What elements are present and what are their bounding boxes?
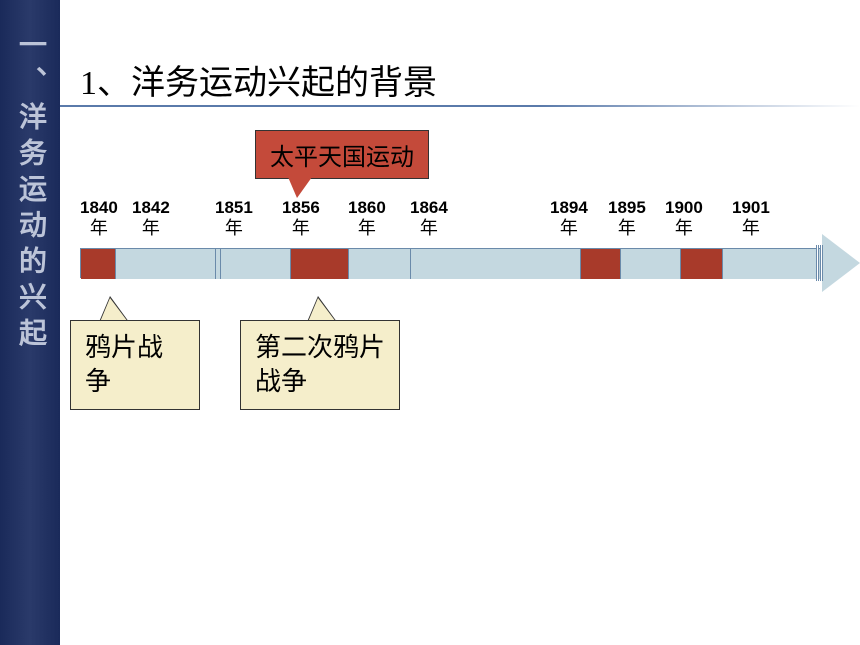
- sidebar-title: 一、洋务运动的兴起: [10, 30, 50, 354]
- timeline-segment: [291, 249, 349, 279]
- timeline-arrow: [822, 234, 860, 292]
- timeline-segment: [349, 249, 411, 279]
- year-1842: 1842年: [132, 198, 170, 240]
- year-1856: 1856年: [282, 198, 320, 240]
- callout-taiping-text: 太平天国运动: [270, 145, 414, 171]
- timeline-segment: [221, 249, 291, 279]
- timeline-segment: [581, 249, 621, 279]
- timeline-segment: [116, 249, 216, 279]
- callout-bottom-1: 第二次鸦片战争: [240, 320, 400, 410]
- year-1860: 1860年: [348, 198, 386, 240]
- year-1900: 1900年: [665, 198, 703, 240]
- sidebar: 一、洋务运动的兴起: [0, 0, 60, 645]
- year-1895: 1895年: [608, 198, 646, 240]
- timeline-segment: [681, 249, 723, 279]
- year-1894: 1894年: [550, 198, 588, 240]
- callout-bottom-0: 鸦片战争: [70, 320, 200, 410]
- callout-bottom-tail-0: [100, 298, 128, 322]
- timeline-segment: [621, 249, 681, 279]
- year-1901: 1901年: [732, 198, 770, 240]
- year-1864: 1864年: [410, 198, 448, 240]
- callout-bottom-tail-1: [308, 298, 336, 322]
- year-1851: 1851年: [215, 198, 253, 240]
- callout-taiping-tail: [285, 170, 317, 198]
- main-content: 1、洋务运动兴起的背景 太平天国运动 1840年 1842年 1851年 1856年 1…: [60, 0, 860, 645]
- timeline-segment: [723, 249, 823, 279]
- slide-title: 1、洋务运动兴起的背景: [80, 55, 437, 104]
- year-1840: 1840年: [80, 198, 118, 240]
- timeline-gap: [820, 245, 823, 281]
- callout-taiping: 太平天国运动: [255, 130, 429, 179]
- timeline-gap: [816, 245, 819, 281]
- timeline-bar: [80, 248, 822, 278]
- timeline-segment: [411, 249, 581, 279]
- title-underline: [60, 105, 860, 107]
- timeline-segment: [81, 249, 116, 279]
